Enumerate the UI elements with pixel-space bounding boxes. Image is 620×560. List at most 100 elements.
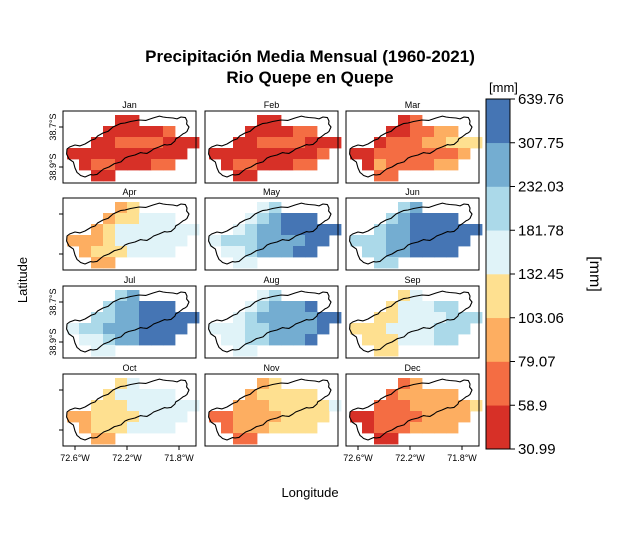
heat-cell (398, 115, 411, 127)
heat-cell (115, 126, 128, 138)
heat-cell (374, 170, 387, 182)
colorbar-tick-label: 103.06 (518, 310, 564, 327)
heat-cell (374, 159, 387, 171)
heat-cell (139, 312, 152, 324)
heat-cell (103, 148, 116, 160)
heat-cell (374, 422, 387, 434)
heat-cell (269, 400, 282, 412)
heat-cell (103, 312, 116, 324)
heat-cell (257, 213, 270, 225)
heat-cell (281, 213, 294, 225)
heat-cell (293, 312, 306, 324)
heat-cell (163, 301, 176, 313)
panel-jan: Jan (62, 100, 200, 184)
heat-cell (410, 312, 423, 324)
heat-cell (115, 334, 128, 346)
panel-label: Dec (404, 363, 421, 373)
heat-cell (374, 137, 387, 149)
heat-cell (115, 137, 128, 149)
basin-outline (208, 290, 332, 353)
heat-cell (151, 213, 164, 225)
heat-cell (305, 235, 318, 247)
heat-cell (175, 312, 188, 324)
heat-cell (151, 323, 164, 335)
heat-cell (305, 137, 318, 149)
heat-cell (245, 235, 258, 247)
basin-outline (208, 378, 332, 441)
heat-cell (386, 148, 399, 160)
heat-cell (245, 301, 258, 313)
heat-cell (446, 235, 459, 247)
heat-cell (398, 411, 411, 423)
heat-cell (410, 246, 423, 258)
heat-cell (163, 213, 176, 225)
heat-cell (245, 246, 258, 258)
heat-cell (305, 224, 318, 236)
heat-cell (293, 159, 306, 171)
y-tick-label: 38.9°S (48, 153, 58, 180)
heat-cell (446, 137, 459, 149)
heat-cell (221, 246, 234, 258)
heat-cell (410, 235, 423, 247)
heat-cell (115, 202, 128, 214)
heat-cell (362, 159, 375, 171)
heat-cell (398, 334, 411, 346)
heat-cell (115, 312, 128, 324)
heat-cell (434, 246, 447, 258)
y-tick-label: 38.7°S (48, 113, 58, 140)
heat-cell (115, 213, 128, 225)
heat-cell (293, 224, 306, 236)
heat-cell (386, 213, 399, 225)
heat-cell (386, 159, 399, 171)
heat-cell (67, 411, 80, 423)
heat-cell (398, 422, 411, 434)
heat-cell (115, 301, 128, 313)
heat-cell (127, 159, 140, 171)
heat-cell (398, 301, 411, 313)
colorbar-tick-label: 132.45 (518, 266, 564, 283)
heat-cell (151, 235, 164, 247)
panel-label: Jun (405, 187, 420, 197)
heat-cell (305, 301, 318, 313)
panel-nov: Nov (204, 363, 342, 447)
heat-cell (257, 400, 270, 412)
heat-cell (79, 246, 92, 258)
heat-cell (163, 411, 176, 423)
heat-cell (233, 323, 246, 335)
heat-cell (398, 290, 411, 302)
heat-cell (79, 235, 92, 247)
panel-frame (204, 285, 339, 359)
heat-cell (269, 148, 282, 160)
heat-cell (398, 202, 411, 214)
heat-cell (127, 323, 140, 335)
heat-cell (91, 246, 104, 258)
heat-cell (209, 148, 222, 160)
heat-cell (151, 137, 164, 149)
heat-cell (269, 411, 282, 423)
heat-cell (151, 411, 164, 423)
heat-cell (470, 137, 483, 149)
heat-cell (386, 301, 399, 313)
heat-cell (281, 224, 294, 236)
heat-cell (139, 400, 152, 412)
heat-cell (163, 159, 176, 171)
heat-cell (245, 334, 258, 346)
heat-cell (410, 323, 423, 335)
heat-cell (410, 159, 423, 171)
heat-cell (305, 126, 318, 138)
colorbar-tick-label: 58.9 (518, 397, 547, 414)
heat-cell (269, 334, 282, 346)
colorbar: 30.99 58.9 79.07 103.06 132.45 181.78 232.03 30… (485, 80, 603, 458)
heat-cell (127, 126, 140, 138)
heat-cell (293, 246, 306, 258)
heat-cell (127, 224, 140, 236)
heat-cell (434, 334, 447, 346)
heat-cell (317, 137, 330, 149)
panel-frame (62, 110, 197, 184)
heat-cell (139, 334, 152, 346)
heat-cell (293, 126, 306, 138)
x-tick-label: 72.6°W (343, 453, 373, 463)
heat-cell (434, 213, 447, 225)
heat-cell (257, 148, 270, 160)
heat-cell (269, 301, 282, 313)
